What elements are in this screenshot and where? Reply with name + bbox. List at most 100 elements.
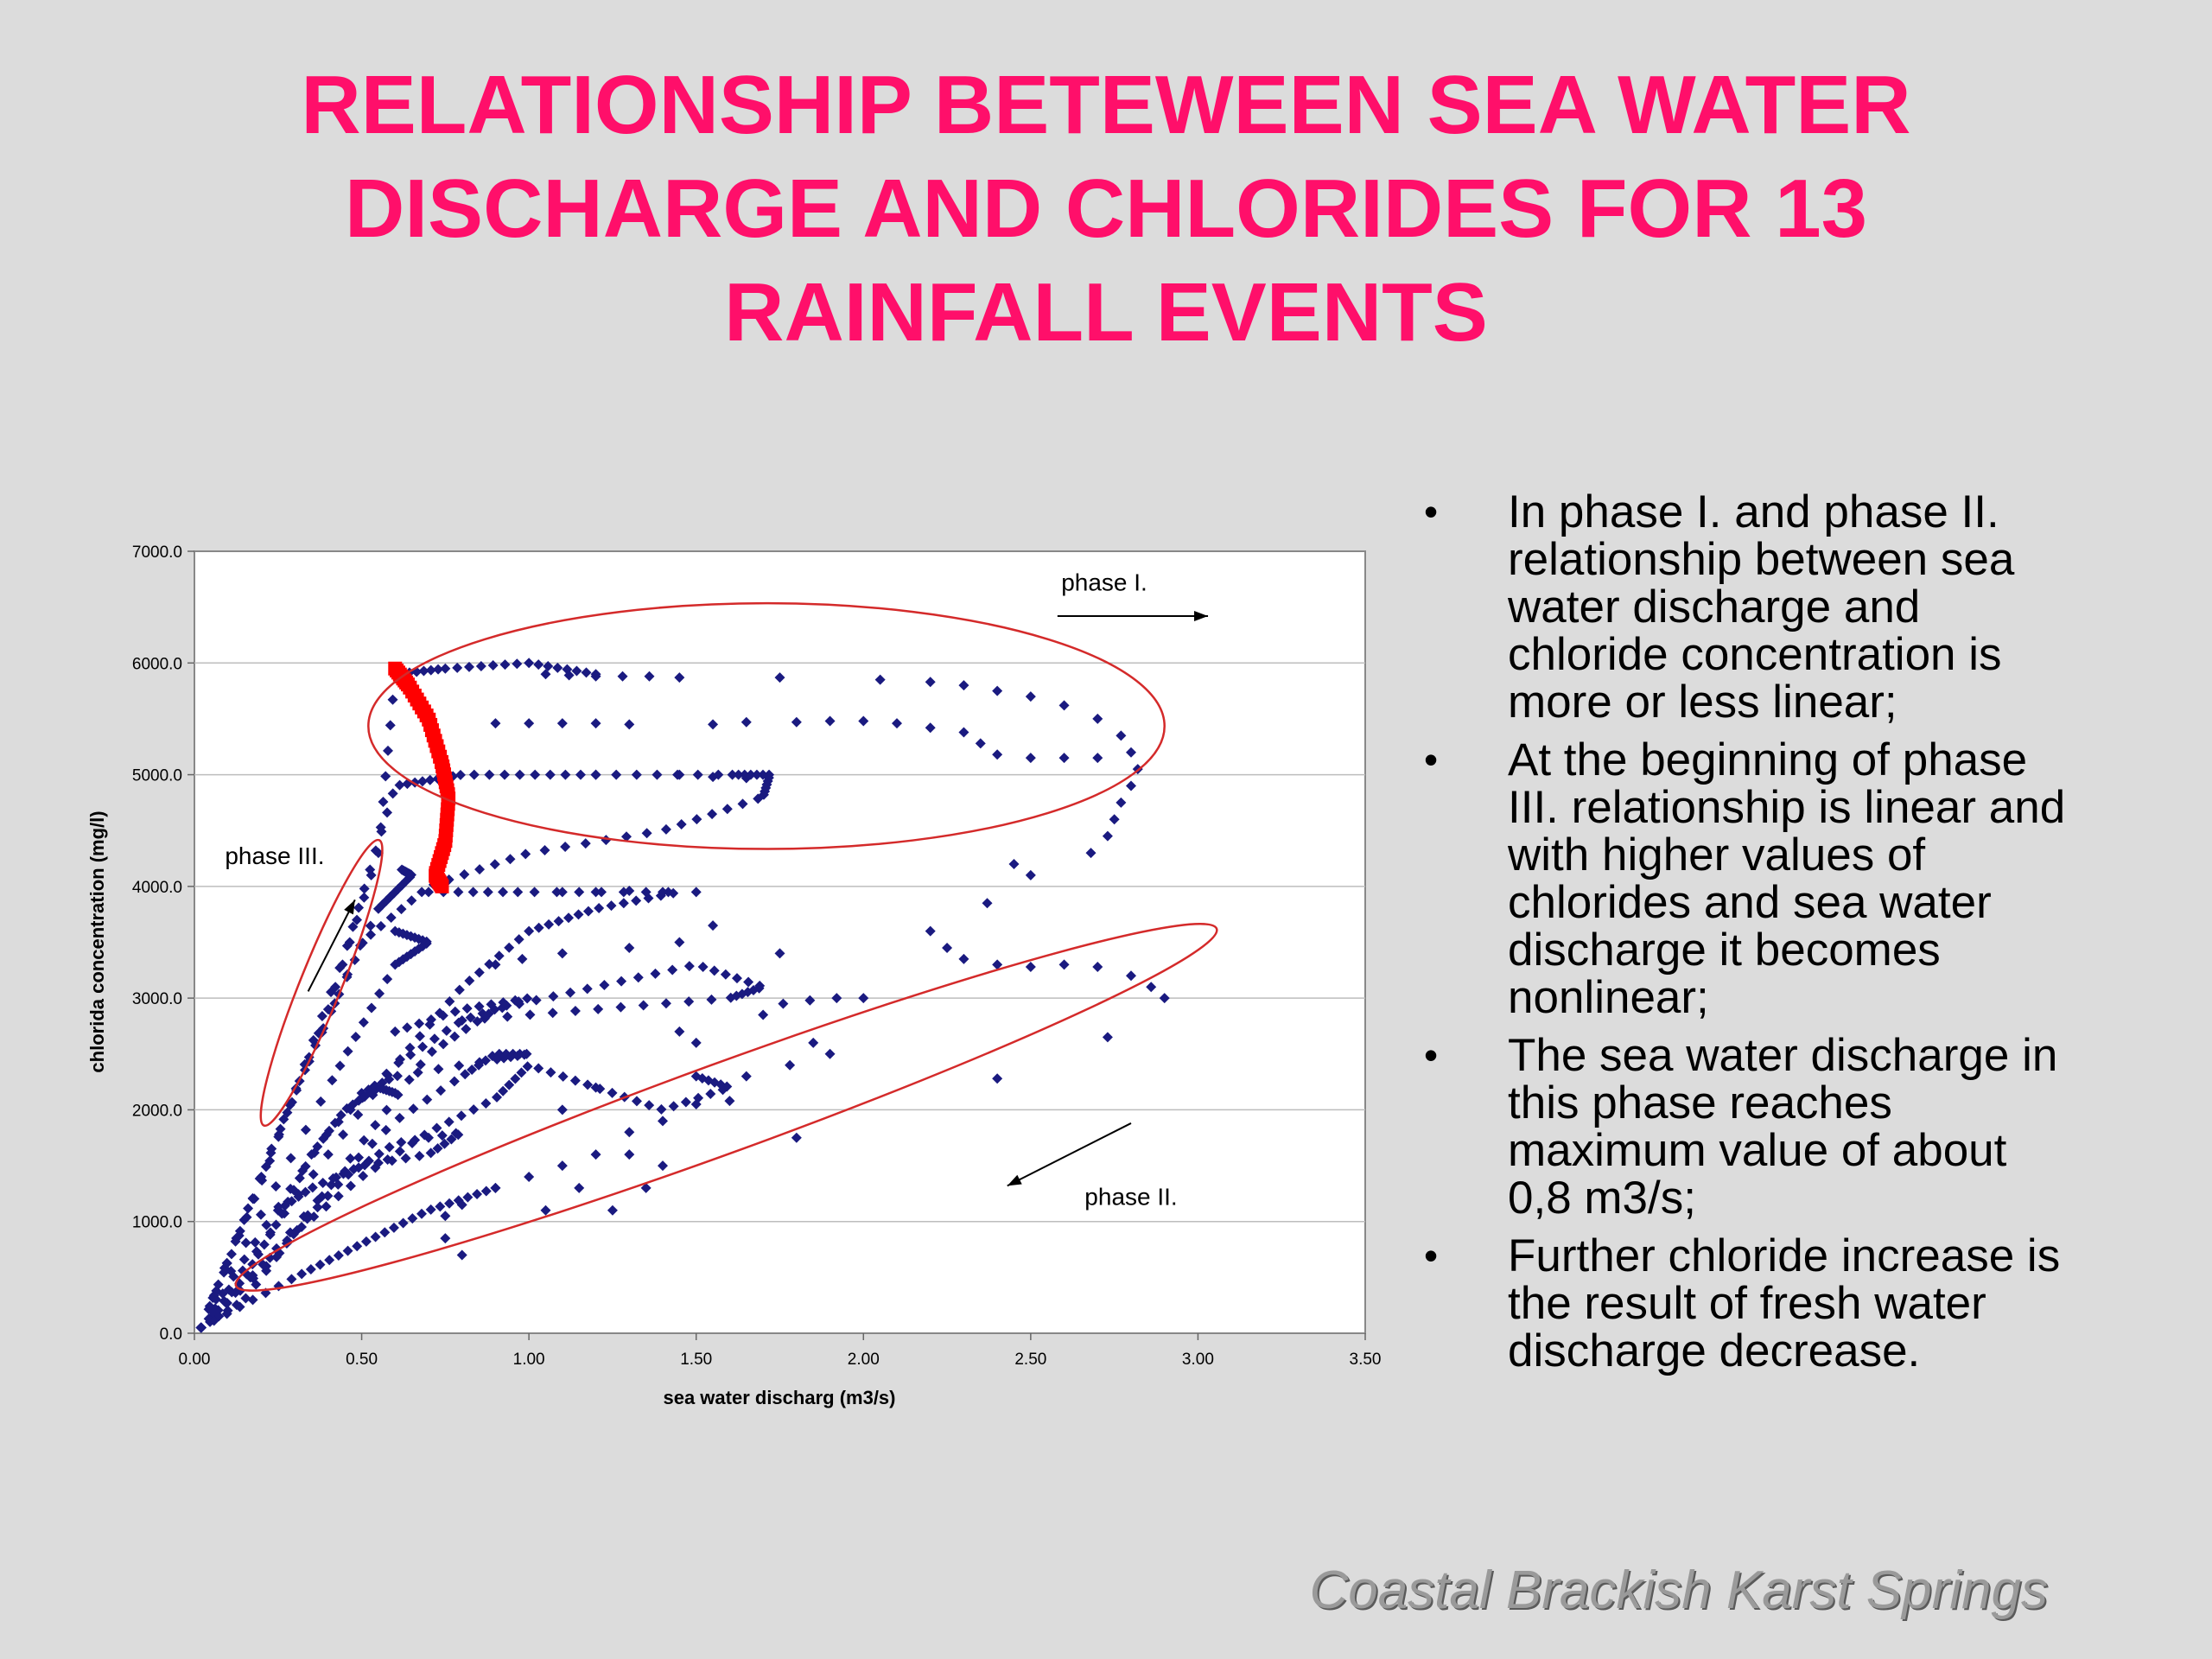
data-point [365, 864, 376, 875]
data-point [365, 920, 376, 931]
data-point [474, 1001, 485, 1012]
data-point [240, 1237, 251, 1249]
data-point [632, 972, 644, 983]
data-point [266, 1143, 277, 1154]
data-point [329, 1117, 340, 1128]
data-point [379, 1227, 391, 1238]
data-point [435, 1085, 447, 1096]
data-point [785, 1059, 796, 1071]
data-point [697, 961, 709, 972]
data-point [423, 887, 434, 898]
x-tick-label: 2.50 [1014, 1351, 1046, 1369]
data-point [400, 1153, 411, 1164]
data-point [322, 1191, 334, 1202]
data-point [593, 1003, 604, 1014]
data-point [324, 1255, 335, 1266]
data-point [446, 1134, 457, 1145]
data-point [650, 968, 661, 979]
data-point [691, 814, 702, 825]
data-point [397, 864, 408, 875]
data-point [594, 902, 605, 913]
data-point [315, 1259, 326, 1270]
data-point [333, 1191, 344, 1202]
bullet-item: • At the beginning of phase III. relation… [1417, 736, 2074, 1021]
data-point [341, 940, 353, 951]
data-point [644, 671, 655, 682]
data-point [512, 1050, 523, 1061]
data-point [425, 1147, 436, 1159]
slide-title-line-1: RELATIONSHIP BETEWEEN SEA WATER [301, 59, 1911, 151]
data-point [544, 769, 556, 780]
data-point [668, 1101, 679, 1112]
data-point [440, 1211, 451, 1222]
data-point [385, 892, 396, 903]
data-point [300, 1160, 311, 1172]
data-point [530, 769, 541, 780]
data-point [504, 942, 515, 953]
data-point [366, 1138, 378, 1149]
data-point [416, 776, 428, 787]
data-point [531, 995, 542, 1006]
data-point [271, 1251, 283, 1262]
data-point [690, 887, 702, 898]
data-point [211, 1305, 222, 1316]
data-point [505, 854, 516, 865]
data-point [307, 1182, 318, 1193]
y-axis-label: chlorida concentration (mg/l) [86, 810, 108, 1072]
data-point [552, 662, 563, 673]
data-point [359, 892, 370, 903]
data-point [758, 769, 769, 780]
data-point [680, 1096, 691, 1108]
bullet-text: In phase I. and phase II. relationship b… [1508, 486, 2015, 728]
data-point [393, 927, 404, 938]
data-point [858, 715, 869, 727]
data-point [581, 667, 592, 678]
data-point [808, 1037, 819, 1048]
data-point [352, 914, 363, 925]
data-point [370, 845, 381, 856]
data-point [683, 996, 695, 1007]
data-point [705, 1088, 716, 1099]
data-point [1085, 848, 1096, 859]
data-point [791, 716, 802, 728]
data-point [305, 1263, 316, 1274]
data-point [480, 1185, 492, 1197]
data-point [1092, 713, 1103, 724]
data-point [489, 859, 500, 870]
data-point [1025, 961, 1036, 972]
data-point [574, 1182, 585, 1193]
data-point [708, 719, 719, 730]
scatter-chart: 0.0 1000.0 2000.0 3000.0 4000.0 5000.0 6000.0 7… [69, 518, 1400, 1452]
data-point [232, 1284, 244, 1295]
data-point [556, 1104, 568, 1116]
phase-ellipse [367, 601, 1166, 850]
data-point [522, 993, 533, 1004]
data-point [385, 720, 396, 731]
data-point [693, 1092, 704, 1103]
data-point [533, 659, 544, 671]
data-point [241, 1211, 252, 1223]
data-point [221, 1258, 232, 1269]
data-point [599, 980, 610, 991]
data-point [300, 1124, 311, 1135]
data-point [992, 959, 1003, 970]
data-point [234, 1301, 245, 1313]
slide-title-line-2: DISCHARGE AND CHLORIDES FOR 13 [345, 162, 1867, 255]
data-point [226, 1287, 238, 1298]
data-point [992, 685, 1003, 696]
data-point [480, 1098, 492, 1109]
y-tick-label: 4000.0 [132, 879, 182, 897]
data-point [435, 1201, 446, 1212]
data-point [333, 1179, 344, 1190]
data-point [353, 1109, 364, 1121]
data-point [804, 995, 816, 1006]
phase-label: phase III. [225, 842, 324, 869]
data-point [644, 1100, 655, 1111]
y-tick-label: 1000.0 [132, 1214, 182, 1232]
data-point [468, 769, 480, 780]
data-point [660, 823, 671, 835]
data-point [338, 1168, 349, 1179]
data-point [540, 1205, 551, 1216]
data-point [365, 1002, 377, 1014]
data-point [337, 959, 348, 970]
